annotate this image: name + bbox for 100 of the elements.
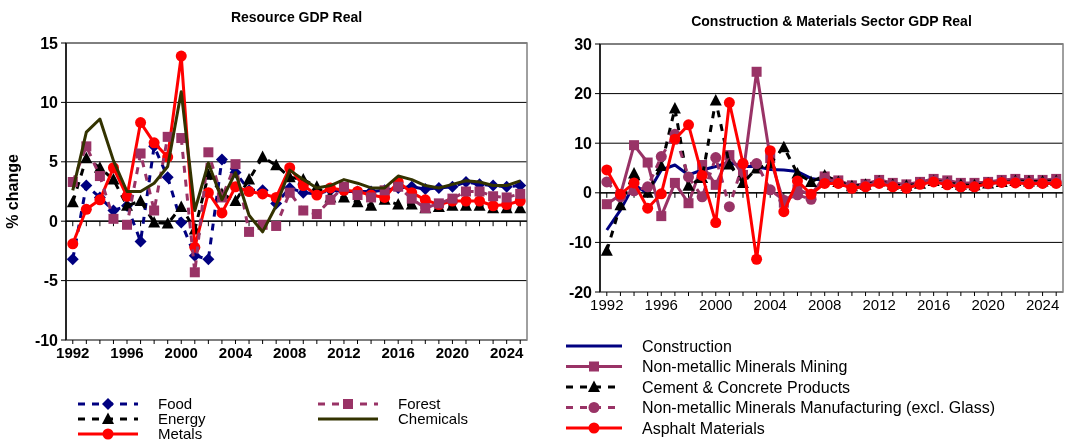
point: [696, 191, 708, 203]
point: [723, 201, 735, 213]
point: [669, 133, 681, 145]
point: [175, 216, 188, 229]
legend-label: Food: [158, 395, 193, 413]
point: [601, 199, 612, 210]
point: [751, 158, 763, 170]
x-tick-label: 1992: [56, 344, 90, 361]
point: [709, 94, 722, 106]
point: [655, 151, 667, 163]
legend-label: Construction: [642, 337, 732, 355]
point: [203, 147, 214, 158]
point: [311, 209, 322, 220]
point: [601, 176, 613, 188]
point: [656, 211, 667, 222]
point: [189, 267, 200, 278]
point: [298, 205, 309, 216]
x-tick-label: 2016: [381, 344, 415, 361]
point: [325, 194, 336, 205]
point: [135, 117, 147, 129]
point: [244, 226, 255, 237]
point: [243, 173, 256, 185]
x-tick-label: 2008: [808, 296, 842, 313]
point: [669, 177, 680, 188]
y-tick-label: 5: [49, 153, 59, 171]
point: [66, 195, 79, 208]
point: [601, 164, 613, 176]
y-tick-label: 0: [49, 212, 59, 230]
point: [229, 194, 242, 206]
point: [668, 101, 681, 114]
point: [683, 119, 695, 131]
point: [66, 253, 79, 266]
y-tick-label: -10: [34, 331, 59, 349]
point: [67, 238, 79, 250]
point: [710, 217, 722, 229]
point: [805, 175, 818, 187]
point: [710, 152, 722, 164]
point: [819, 177, 831, 189]
chart-title: Resource GDP Real: [230, 9, 363, 25]
y-axis-title: % change: [4, 154, 21, 229]
legend-label: Forest: [398, 395, 442, 413]
point: [764, 145, 776, 157]
point: [642, 157, 653, 168]
legend-label: Non-metallic Minerals Mining: [642, 358, 848, 376]
y-tick-label: 15: [40, 34, 59, 52]
y-tick-label: 30: [574, 35, 593, 53]
point: [474, 186, 485, 197]
point: [80, 179, 93, 192]
point: [149, 205, 160, 216]
x-tick-label: 1996: [110, 344, 144, 361]
point: [80, 203, 92, 215]
point: [642, 181, 654, 193]
chart-title: Construction & Materials Sector GDP Real: [691, 13, 972, 29]
point: [161, 171, 174, 184]
point: [392, 198, 405, 210]
x-tick-label: 2004: [753, 296, 787, 313]
point: [175, 200, 188, 212]
point: [460, 186, 471, 197]
x-tick-label: 1992: [590, 296, 624, 313]
y-tick-label: 0: [583, 184, 593, 202]
y-tick-label: 20: [574, 85, 593, 103]
point: [629, 140, 640, 151]
point: [791, 175, 803, 187]
point: [723, 158, 736, 170]
point: [628, 177, 640, 189]
point: [270, 158, 283, 171]
point: [161, 217, 174, 229]
point: [352, 190, 363, 201]
point: [655, 188, 667, 200]
point: [683, 171, 695, 183]
point: [135, 148, 146, 159]
point: [600, 244, 613, 256]
point: [108, 213, 119, 224]
x-tick-label: 2012: [327, 344, 361, 361]
point: [488, 191, 499, 202]
point: [256, 150, 269, 163]
point: [406, 193, 417, 204]
y-tick-label: 10: [574, 134, 593, 152]
point: [501, 192, 512, 203]
x-tick-label: 2008: [273, 344, 307, 361]
point: [216, 207, 228, 219]
x-tick-label: 2012: [862, 296, 896, 313]
point: [257, 188, 269, 200]
point: [202, 253, 215, 266]
x-tick-label: 2020: [971, 296, 1005, 313]
x-tick-label: 2016: [916, 296, 951, 313]
point: [777, 140, 790, 153]
point: [148, 137, 160, 149]
x-tick-label: 2004: [218, 344, 253, 361]
point: [176, 133, 187, 144]
x-tick-label: 2000: [699, 296, 733, 313]
point: [515, 188, 526, 199]
x-tick-label: 2020: [435, 344, 470, 361]
point: [642, 202, 654, 214]
y-tick-label: -5: [43, 272, 59, 290]
legend-label: Non-metallic Minerals Manufacturing (excl. Glass): [642, 399, 995, 417]
point: [271, 220, 282, 231]
y-tick-label: 10: [40, 94, 59, 111]
point: [148, 215, 161, 228]
point: [474, 195, 486, 207]
